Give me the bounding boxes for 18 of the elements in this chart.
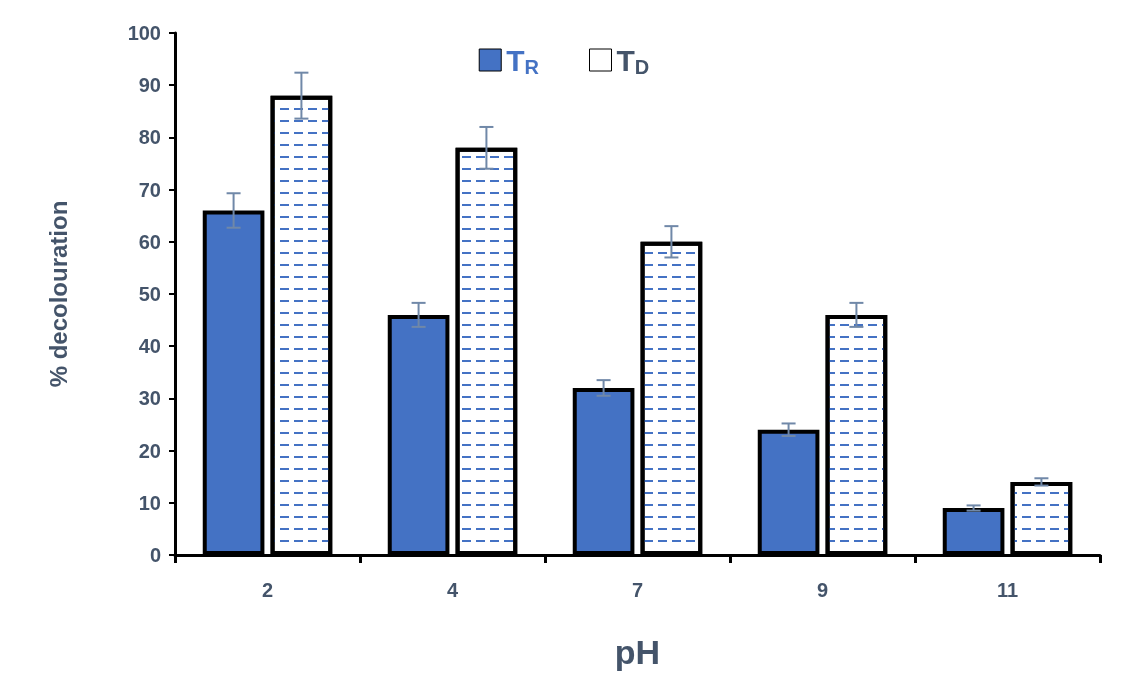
y-tick-label: 30 <box>138 387 161 410</box>
x-tick-label: 4 <box>446 579 459 601</box>
x-axis-title: pH <box>614 633 661 671</box>
y-tick-label: 0 <box>149 544 161 566</box>
x-tick-label: 9 <box>816 579 829 601</box>
y-tick-label: 70 <box>138 178 161 201</box>
y-tick-label: 100 <box>127 22 161 44</box>
y-tick-label: 80 <box>138 126 161 149</box>
x-tick-label: 7 <box>631 579 644 601</box>
y-tick-label: 50 <box>138 283 161 305</box>
y-tick-label: 60 <box>138 230 161 253</box>
y-tick-label: 20 <box>138 439 161 462</box>
x-tick-label: 11 <box>996 579 1019 601</box>
y-axis-title: % decolouration <box>44 200 72 388</box>
y-tick-label: 90 <box>138 74 161 97</box>
y-tick-label: 10 <box>138 491 161 514</box>
y-tick-label: 40 <box>138 335 161 358</box>
x-tick-label: 2 <box>261 579 274 601</box>
